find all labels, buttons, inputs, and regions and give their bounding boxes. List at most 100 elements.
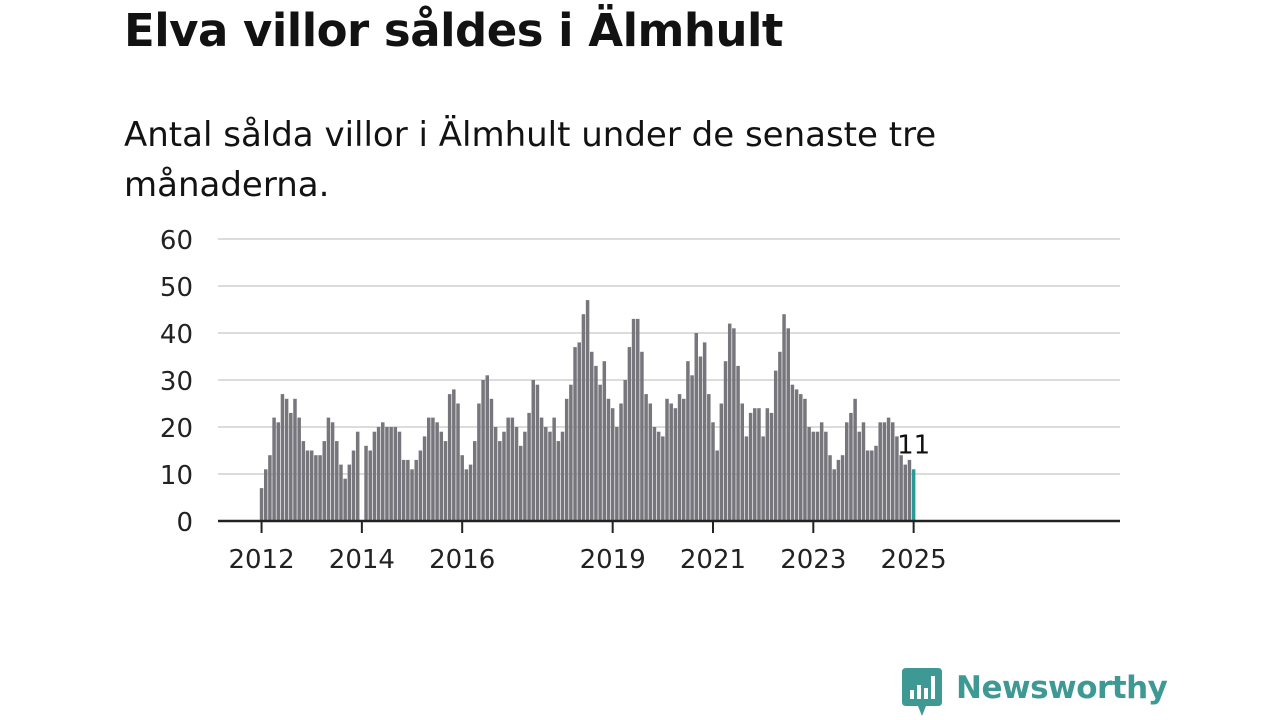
y-tick-label: 20 <box>160 414 193 444</box>
bar <box>498 441 502 521</box>
bar <box>330 422 335 521</box>
y-tick-label: 60 <box>160 226 193 256</box>
bar <box>439 431 444 521</box>
bar <box>477 403 481 521</box>
bar <box>811 431 816 521</box>
bar <box>527 412 531 521</box>
bar <box>401 459 406 521</box>
bar <box>707 394 711 521</box>
bar <box>276 422 281 521</box>
bar <box>694 333 699 521</box>
bar <box>619 403 623 521</box>
bar <box>406 459 410 521</box>
bar <box>581 314 586 521</box>
bar <box>590 351 594 521</box>
bar <box>748 412 753 521</box>
bar <box>410 469 414 521</box>
bar <box>828 455 832 521</box>
bar <box>840 455 845 521</box>
bar <box>372 431 377 521</box>
bar <box>732 328 736 521</box>
bar <box>452 389 456 521</box>
bar <box>514 427 519 521</box>
bars <box>259 300 916 521</box>
bar <box>886 417 891 521</box>
bar <box>874 445 878 521</box>
bar <box>870 450 874 521</box>
bar <box>857 431 862 521</box>
bar <box>552 417 556 521</box>
bar <box>824 431 828 521</box>
bar <box>681 398 686 521</box>
bar <box>594 365 598 521</box>
x-tick-label: 2021 <box>680 545 746 575</box>
x-tick-label: 2023 <box>780 545 846 575</box>
bar <box>418 450 423 521</box>
bar <box>435 422 439 521</box>
bar <box>648 403 653 521</box>
bar <box>343 478 347 521</box>
bar <box>903 464 908 521</box>
bar <box>656 431 661 521</box>
bar <box>577 342 581 521</box>
bar <box>585 300 590 521</box>
bar <box>464 469 469 521</box>
bar <box>661 436 665 521</box>
bar <box>631 318 636 521</box>
bar <box>644 394 648 521</box>
x-tick-label: 2014 <box>329 545 395 575</box>
bar <box>677 394 682 521</box>
x-tick-label: 2019 <box>580 545 646 575</box>
bar <box>865 450 870 521</box>
bar <box>882 422 887 521</box>
newsworthy-logo: Newsworthy <box>902 668 1168 720</box>
bar <box>899 455 903 521</box>
bar <box>284 398 289 521</box>
bar <box>794 389 799 521</box>
bar <box>293 398 297 521</box>
y-axis: 0 10 20 30 40 50 60 <box>160 226 193 538</box>
bar <box>740 403 744 521</box>
bar <box>422 436 427 521</box>
bar <box>259 488 264 521</box>
bar <box>301 441 306 521</box>
bar <box>815 431 820 521</box>
bar <box>535 384 540 521</box>
bar <box>493 427 498 521</box>
bar <box>569 384 573 521</box>
bar <box>836 459 841 521</box>
bar <box>339 464 343 521</box>
bar <box>698 356 703 521</box>
x-tick-label: 2025 <box>881 545 947 575</box>
newsworthy-logo-icon <box>902 668 942 716</box>
bar <box>414 459 418 521</box>
bar <box>573 347 577 521</box>
bar <box>502 431 506 521</box>
bar <box>309 450 314 521</box>
bar <box>544 427 548 521</box>
x-tick-label: 2012 <box>228 545 294 575</box>
bar <box>832 469 836 521</box>
bar <box>368 450 372 521</box>
bar <box>389 427 393 521</box>
bar <box>890 422 895 521</box>
bar <box>472 441 477 521</box>
bar-highlighted <box>911 469 916 521</box>
bar <box>636 318 640 521</box>
data-label-latest: 11 <box>897 430 930 460</box>
bar <box>305 450 310 521</box>
x-axis: 2012 2014 2016 2019 2021 2023 2025 <box>218 519 1120 575</box>
bar <box>602 361 607 521</box>
bar <box>456 403 460 521</box>
bar <box>723 361 728 521</box>
y-tick-label: 0 <box>176 508 193 538</box>
bar <box>314 455 318 521</box>
bar <box>289 412 293 521</box>
bar <box>376 427 381 521</box>
bar <box>539 417 544 521</box>
bar <box>606 398 611 521</box>
bar <box>790 384 795 521</box>
y-tick-label: 30 <box>160 367 193 397</box>
bar <box>640 351 644 521</box>
